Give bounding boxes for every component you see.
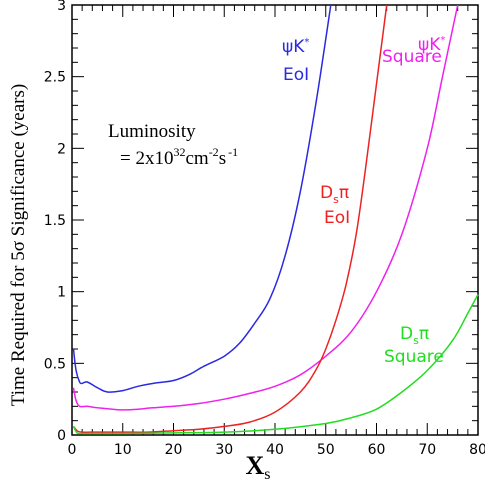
x-tick-label: 60 xyxy=(368,442,386,458)
series-line-Dspi_Square xyxy=(72,294,479,435)
luminosity-value: = 2x1032cm-2s -1 xyxy=(120,145,238,169)
y-tick-label: 2.5 xyxy=(44,70,66,86)
series-lines-group xyxy=(72,4,479,435)
series-line-psiK_Square xyxy=(72,4,459,411)
x-axis-label: Xs xyxy=(245,451,270,483)
y-tick-label: 1.5 xyxy=(44,213,66,229)
luminosity-s: s xyxy=(219,148,226,169)
luminosity-exp3: -1 xyxy=(228,145,238,159)
x-tick-label: 30 xyxy=(215,442,233,458)
series-line-Dspi_EoI xyxy=(72,4,388,433)
plot-frame xyxy=(71,4,479,436)
luminosity-exp2: -2 xyxy=(209,145,219,159)
label-psik-eoi-line1: ψK* xyxy=(282,37,309,57)
y-tick-label: 1 xyxy=(57,285,66,301)
y-tick-label: 0.5 xyxy=(44,356,66,372)
label-dspi-square-line2: Square xyxy=(384,347,444,367)
x-axis-label-main: X xyxy=(245,451,264,480)
x-tick-label: 80 xyxy=(469,442,485,458)
label-dspi-eoi-line2: EoI xyxy=(324,208,350,228)
x-tick-label: 70 xyxy=(418,442,436,458)
y-tick-label: 0 xyxy=(57,428,66,444)
x-tick-label: 50 xyxy=(317,442,335,458)
y-tick-label: 3 xyxy=(57,0,66,14)
x-tick-label: 40 xyxy=(266,442,284,458)
label-psik-eoi-line2: EoI xyxy=(283,65,309,85)
x-axis-label-subscript: s xyxy=(264,466,270,483)
label-psik-square-line2: Square xyxy=(382,47,442,67)
y-tick-label: 2 xyxy=(57,141,66,157)
luminosity-unit: cm xyxy=(185,148,208,169)
series-line-psiK_EoI xyxy=(72,4,332,393)
x-tick-label: 10 xyxy=(114,442,132,458)
label-dspi-eoi-line1: Dsπ xyxy=(320,183,349,206)
luminosity-exp1: 32 xyxy=(173,145,185,159)
x-tick-label: 20 xyxy=(165,442,183,458)
ticks-group xyxy=(71,4,479,436)
label-dspi-square-line1: Dsπ xyxy=(400,324,429,347)
x-tick-label: 0 xyxy=(68,442,77,458)
luminosity-prefix: = 2x10 xyxy=(120,148,173,169)
y-axis-label: Time Required for 5σ Significance (years… xyxy=(8,84,29,406)
luminosity-label: Luminosity xyxy=(108,121,196,142)
label-psik-square-line1: ψK* xyxy=(418,35,445,55)
tick-labels-group: 0 10 20 30 40 50 60 70 80 0 0.5 1 1.5 2 2.5 3 xyxy=(44,0,485,458)
